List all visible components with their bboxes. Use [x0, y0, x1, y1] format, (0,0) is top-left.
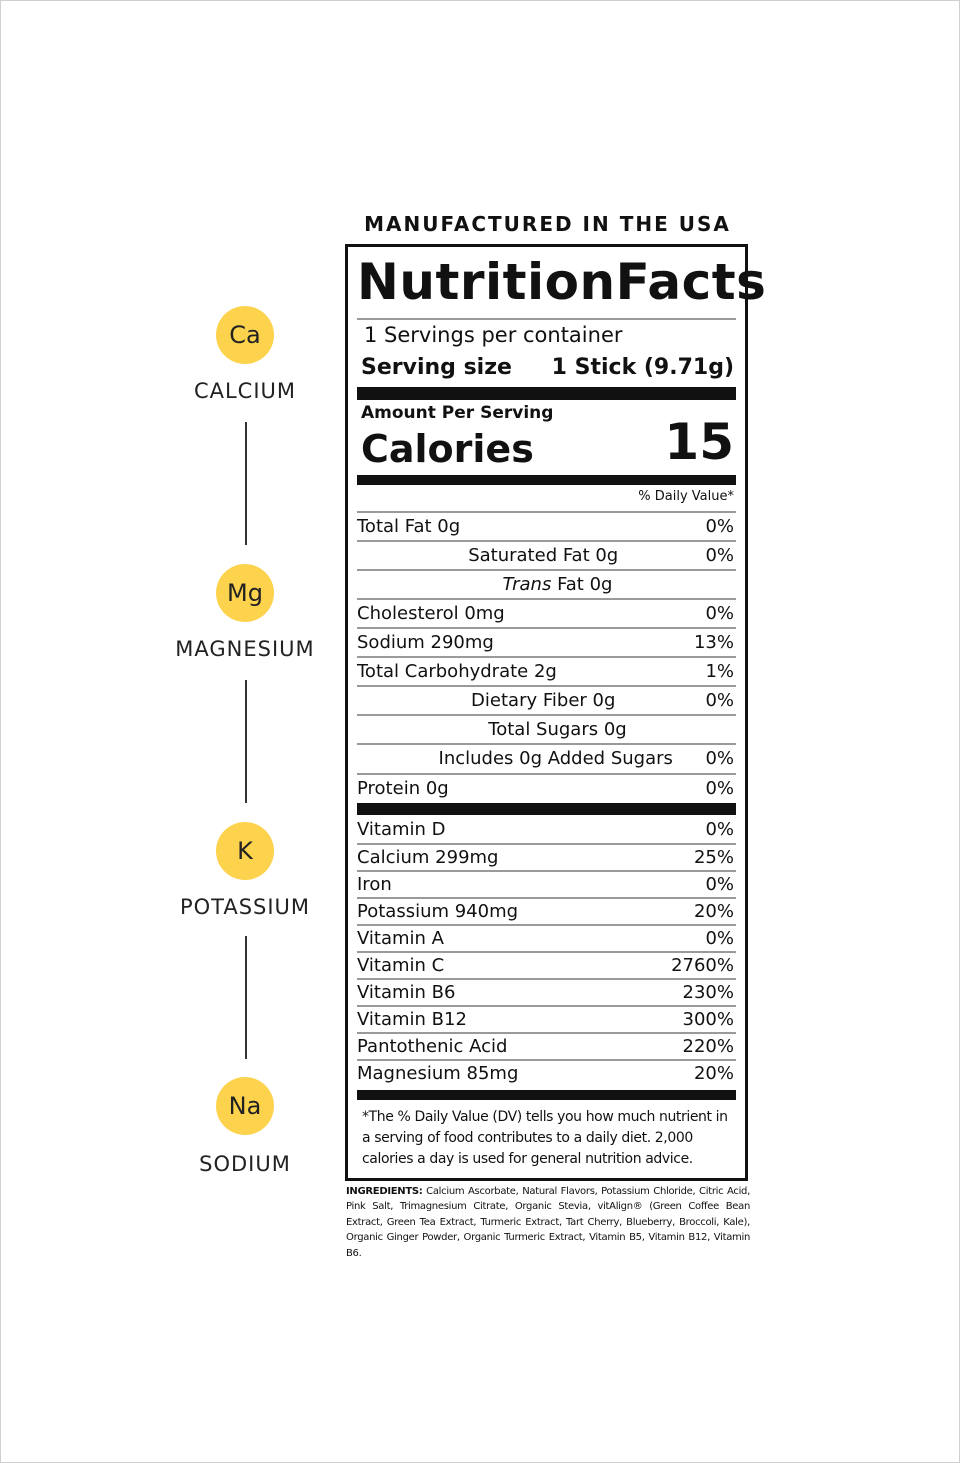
connector-line — [245, 422, 247, 545]
vitamin-name: Vitamin A — [357, 928, 444, 949]
nutrient-name: Protein 0g — [357, 778, 449, 799]
mineral-name-magnesium: MAGNESIUM — [175, 637, 315, 661]
nutrient-row-trans-fat: Trans Fat 0g — [357, 569, 736, 598]
nutrient-name: Dietary Fiber 0g — [471, 690, 616, 711]
serving-size-label: Serving size — [361, 355, 512, 380]
vitamin-name: Magnesium 85mg — [357, 1063, 519, 1084]
mineral-name-calcium: CALCIUM — [193, 379, 297, 403]
nutrient-dv: 13% — [693, 632, 734, 653]
potassium-icon: K — [216, 822, 274, 880]
mineral-name-potassium: POTASSIUM — [179, 895, 311, 919]
vitamin-row: Potassium 940mg 20% — [357, 897, 736, 924]
vitamin-dv: 0% — [705, 874, 734, 895]
vitamin-name: Vitamin B6 — [357, 982, 456, 1003]
nutrient-row-total-fat: Total Fat 0g 0% — [357, 511, 736, 540]
vitamin-name: Iron — [357, 874, 392, 895]
vitamin-dv: 300% — [682, 1009, 734, 1030]
vitamin-dv: 0% — [705, 928, 734, 949]
nutrient-row-protein: Protein 0g 0% — [357, 773, 736, 802]
vitamin-row: Calcium 299mg 25% — [357, 843, 736, 870]
nutrient-dv: 1% — [705, 661, 734, 682]
serving-size-value: 1 Stick (9.71g) — [551, 355, 734, 380]
vitamin-dv: 220% — [682, 1036, 734, 1057]
vitamin-row: Pantothenic Acid 220% — [357, 1032, 736, 1059]
nutrient-row-total-sugars: Total Sugars 0g — [357, 714, 736, 743]
nutrient-name: Total Sugars 0g — [488, 719, 627, 740]
title-left: Nutrition — [357, 253, 616, 311]
vitamin-name: Potassium 940mg — [357, 901, 519, 922]
nutrient-name: Sodium 290mg — [357, 632, 494, 653]
nutrient-dv: 0% — [705, 748, 734, 769]
daily-value-header: % Daily Value* — [638, 489, 734, 504]
connector-line — [245, 680, 247, 803]
ingredients-text: Calcium Ascorbate, Natural Flavors, Pota… — [346, 1186, 750, 1259]
nutrient-row-dietary-fiber: Dietary Fiber 0g 0% — [357, 685, 736, 714]
made-in-heading: MANUFACTURED IN THE USA — [364, 212, 731, 236]
vitamin-name: Calcium 299mg — [357, 847, 499, 868]
nutrient-name: Cholesterol 0mg — [357, 603, 505, 624]
vitamin-row: Vitamin D 0% — [357, 816, 736, 843]
serving-size-row: Serving size 1 Stick (9.71g) — [361, 355, 734, 380]
nutrient-row-sodium: Sodium 290mg 13% — [357, 627, 736, 656]
nutrient-name: Trans Fat 0g — [479, 574, 613, 595]
vitamin-name: Vitamin B12 — [357, 1009, 467, 1030]
mineral-name-sodium: SODIUM — [199, 1152, 291, 1176]
nutrition-facts-label: Nutrition Facts 1 Servings per container… — [345, 244, 766, 1181]
vitamin-dv: 230% — [682, 982, 734, 1003]
vitamin-row: Vitamin B6 230% — [357, 978, 736, 1005]
ingredients-label: INGREDIENTS: — [346, 1186, 423, 1197]
nutrient-dv: 0% — [705, 603, 734, 624]
thick-rule — [357, 1090, 736, 1100]
amount-per-serving: Amount Per Serving — [361, 403, 554, 423]
nutrient-dv: 0% — [705, 778, 734, 799]
thick-rule — [357, 475, 736, 485]
nutrient-name: Total Fat 0g — [357, 516, 461, 537]
connector-line — [245, 936, 247, 1059]
ingredients-statement: INGREDIENTS: Calcium Ascorbate, Natural … — [346, 1184, 750, 1261]
nutrient-dv: 0% — [705, 690, 734, 711]
nutrient-name: Saturated Fat 0g — [468, 545, 619, 566]
vitamin-dv: 25% — [693, 847, 734, 868]
nutrient-dv: 0% — [705, 545, 734, 566]
nutrient-row-added-sugars: Includes 0g Added Sugars 0% — [357, 743, 736, 772]
nutrient-row-saturated-fat: Saturated Fat 0g 0% — [357, 540, 736, 569]
nutrition-facts-title: Nutrition Facts — [357, 253, 766, 311]
servings-per-container: 1 Servings per container — [364, 323, 623, 347]
trans-italic: Trans — [502, 574, 552, 595]
calcium-icon: Ca — [216, 306, 274, 364]
trans-rest: Fat 0g — [551, 574, 613, 595]
nutrient-name: Total Carbohydrate 2g — [357, 661, 557, 682]
vitamin-row: Vitamin C 2760% — [357, 951, 736, 978]
daily-value-footnote: *The % Daily Value (DV) tells you how mu… — [362, 1109, 728, 1167]
thick-rule — [357, 803, 736, 815]
vitamin-name: Pantothenic Acid — [357, 1036, 508, 1057]
magnesium-icon: Mg — [216, 564, 274, 622]
thick-rule — [357, 387, 736, 400]
vitamin-name: Vitamin D — [357, 819, 446, 840]
nutrient-name: Includes 0g Added Sugars — [438, 748, 673, 769]
nutrient-dv: 0% — [705, 516, 734, 537]
divider — [357, 318, 736, 320]
vitamin-name: Vitamin C — [357, 955, 445, 976]
calories-value: 15 — [664, 413, 734, 471]
vitamin-row: Iron 0% — [357, 870, 736, 897]
title-right: Facts — [615, 253, 767, 311]
sodium-icon: Na — [216, 1077, 274, 1135]
nutrient-row-total-carbohydrate: Total Carbohydrate 2g 1% — [357, 656, 736, 685]
vitamin-dv: 20% — [693, 901, 734, 922]
vitamin-row: Vitamin B12 300% — [357, 1005, 736, 1032]
vitamin-dv: 20% — [693, 1063, 734, 1084]
calories-label: Calories — [361, 427, 534, 471]
vitamin-dv: 2760% — [671, 955, 734, 976]
vitamin-dv: 0% — [705, 819, 734, 840]
nutrient-row-cholesterol: Cholesterol 0mg 0% — [357, 598, 736, 627]
vitamin-row: Vitamin A 0% — [357, 924, 736, 951]
vitamin-row: Magnesium 85mg 20% — [357, 1059, 736, 1086]
